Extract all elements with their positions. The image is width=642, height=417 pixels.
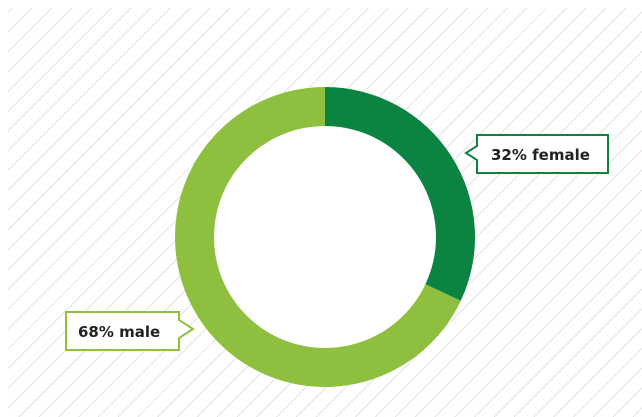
- callout-male-label: 68% male: [78, 323, 160, 341]
- donut-hole: [214, 126, 436, 348]
- donut-slice-female: [325, 87, 475, 301]
- callout-male: 68% male: [65, 311, 195, 351]
- callout-female-box: [464, 134, 609, 174]
- callout-male-box: [65, 311, 195, 351]
- callout-female: 32% female: [464, 134, 609, 174]
- slices-layer: [175, 86, 475, 387]
- callout-female-label: 32% female: [491, 146, 590, 164]
